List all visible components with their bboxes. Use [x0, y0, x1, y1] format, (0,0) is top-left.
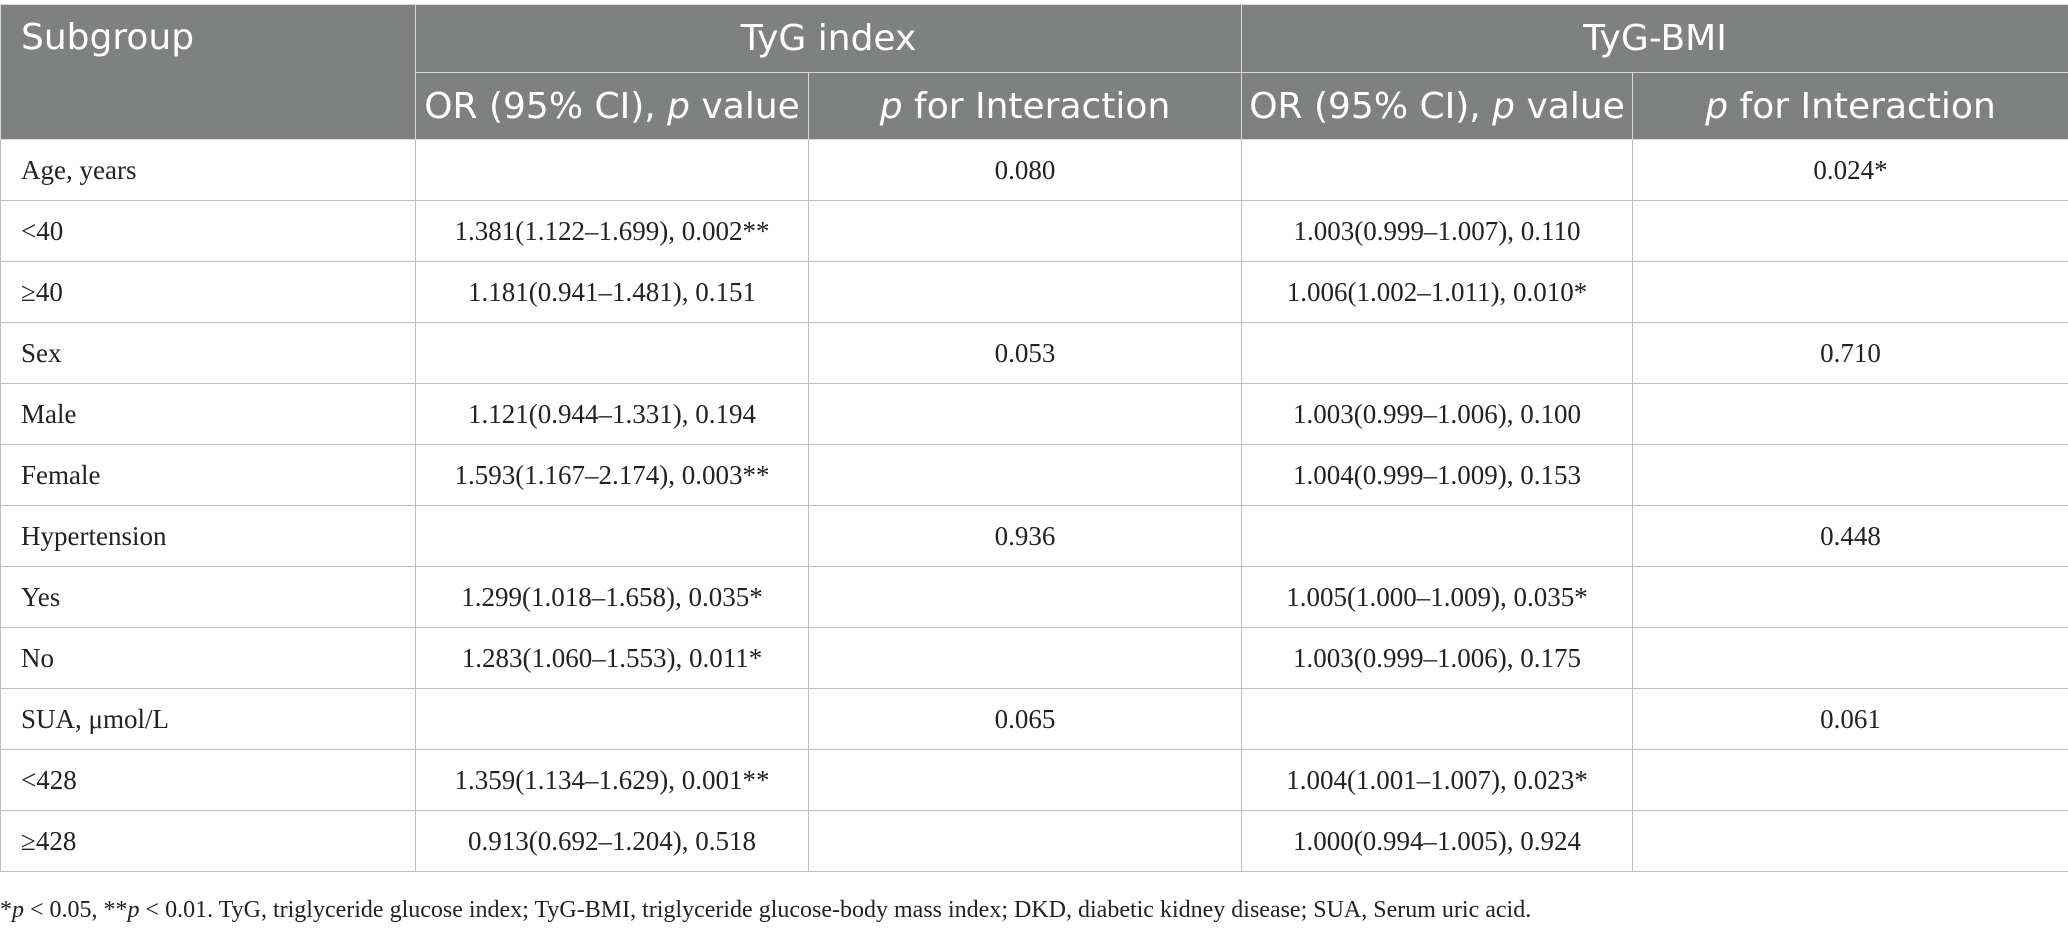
tyg-interaction-cell [808, 627, 1242, 689]
tyg-or-cell: 0.913(0.692–1.204), 0.518 [415, 810, 809, 872]
subgroup-cell: Yes [0, 566, 416, 628]
table-row: No 1.283(1.060–1.553), 0.011* 1.003(0.999–… [0, 627, 2068, 689]
tyg-or-cell: 1.593(1.167–2.174), 0.003** [415, 444, 809, 506]
tyg-interaction-cell [808, 444, 1242, 506]
tyg-interaction-cell [808, 200, 1242, 262]
subgroup-cell: <428 [0, 749, 416, 811]
tyg-interaction-cell [808, 261, 1242, 323]
tyg-interaction-cell: 0.065 [808, 688, 1242, 750]
table-row: Sex 0.053 0.710 [0, 322, 2068, 384]
table-row: Female 1.593(1.167–2.174), 0.003** 1.004(0… [0, 444, 2068, 506]
bmi-interaction-header: p for Interaction [1631, 72, 2068, 140]
bmi-interaction-cell [1631, 200, 2068, 262]
bmi-or-cell: 1.000(0.994–1.005), 0.924 [1241, 810, 1633, 872]
subgroup-cell: Hypertension [0, 505, 416, 567]
subgroup-cell: Male [0, 383, 416, 445]
tyg-interaction-cell: 0.936 [808, 505, 1242, 567]
bmi-or-cell [1241, 139, 1633, 201]
bmi-interaction-cell [1631, 444, 2068, 506]
tyg-bmi-header: TyG-BMI [1240, 4, 2068, 73]
bmi-interaction-cell [1631, 810, 2068, 872]
bmi-or-cell: 1.005(1.000–1.009), 0.035* [1241, 566, 1633, 628]
bmi-or-cell: 1.003(0.999–1.006), 0.175 [1241, 627, 1633, 689]
tyg-or-cell: 1.121(0.944–1.331), 0.194 [415, 383, 809, 445]
results-table-container: Subgroup TyG index TyG-BMI OR (95% CI), … [0, 4, 2068, 872]
tyg-interaction-cell: 0.080 [808, 139, 1242, 201]
tyg-interaction-header: p for Interaction [808, 72, 1242, 140]
table-row: <428 1.359(1.134–1.629), 0.001** 1.004(1.0… [0, 749, 2068, 811]
table-row: Yes 1.299(1.018–1.658), 0.035* 1.005(1.000… [0, 566, 2068, 628]
table-body: Age, years 0.080 0.024* <40 1.381(1.122–1.69… [0, 139, 2068, 872]
subgroup-cell: Sex [0, 322, 416, 384]
table-row: ≥428 0.913(0.692–1.204), 0.518 1.000(0.994… [0, 810, 2068, 872]
subgroup-cell: Age, years [0, 139, 416, 201]
table-row: Age, years 0.080 0.024* [0, 139, 2068, 201]
table-row: Male 1.121(0.944–1.331), 0.194 1.003(0.999… [0, 383, 2068, 445]
table-footnote: *p < 0.05, **p < 0.01. TyG, triglyceride… [0, 897, 1532, 923]
bmi-interaction-cell: 0.448 [1631, 505, 2068, 567]
bmi-or-cell: 1.004(1.001–1.007), 0.023* [1241, 749, 1633, 811]
tyg-or-cell [415, 322, 809, 384]
tyg-or-cell: 1.181(0.941–1.481), 0.151 [415, 261, 809, 323]
bmi-or-cell: 1.003(0.999–1.007), 0.110 [1241, 200, 1633, 262]
tyg-interaction-cell [808, 383, 1242, 445]
bmi-interaction-cell: 0.024* [1631, 139, 2068, 201]
subgroup-analysis-table: Subgroup TyG index TyG-BMI OR (95% CI), … [0, 4, 2068, 872]
bmi-or-header: OR (95% CI), p value [1241, 72, 1633, 140]
subgroup-cell: <40 [0, 200, 416, 262]
subgroup-cell: ≥428 [0, 810, 416, 872]
tyg-interaction-cell: 0.053 [808, 322, 1242, 384]
bmi-or-cell: 1.004(0.999–1.009), 0.153 [1241, 444, 1633, 506]
tyg-or-header: OR (95% CI), p value [415, 72, 809, 140]
subgroup-cell: No [0, 627, 416, 689]
bmi-interaction-cell: 0.710 [1631, 322, 2068, 384]
table-row: Hypertension 0.936 0.448 [0, 505, 2068, 567]
table-row: <40 1.381(1.122–1.699), 0.002** 1.003(0.99… [0, 200, 2068, 262]
tyg-or-cell: 1.283(1.060–1.553), 0.011* [415, 627, 809, 689]
subgroup-cell: SUA, μmol/L [0, 688, 416, 750]
bmi-interaction-cell [1631, 627, 2068, 689]
tyg-or-cell: 1.359(1.134–1.629), 0.001** [415, 749, 809, 811]
subgroup-cell: ≥40 [0, 261, 416, 323]
bmi-interaction-cell [1631, 383, 2068, 445]
bmi-or-cell [1241, 322, 1633, 384]
bmi-interaction-cell: 0.061 [1631, 688, 2068, 750]
bmi-or-cell [1241, 688, 1633, 750]
tyg-or-cell [415, 688, 809, 750]
tyg-or-cell: 1.299(1.018–1.658), 0.035* [415, 566, 809, 628]
table-row: SUA, μmol/L 0.065 0.061 [0, 688, 2068, 750]
bmi-interaction-cell [1631, 261, 2068, 323]
table-row: ≥40 1.181(0.941–1.481), 0.151 1.006(1.002–… [0, 261, 2068, 323]
tyg-interaction-cell [808, 810, 1242, 872]
bmi-interaction-cell [1631, 749, 2068, 811]
bmi-or-cell: 1.006(1.002–1.011), 0.010* [1241, 261, 1633, 323]
tyg-interaction-cell [808, 749, 1242, 811]
tyg-interaction-cell [808, 566, 1242, 628]
subgroup-cell: Female [0, 444, 416, 506]
bmi-interaction-cell [1631, 566, 2068, 628]
header-row-1: Subgroup TyG index TyG-BMI [0, 4, 2068, 140]
bmi-or-cell: 1.003(0.999–1.006), 0.100 [1241, 383, 1633, 445]
header-row-2: OR (95% CI), p value p for Interaction O… [1, 72, 2068, 140]
bmi-or-cell [1241, 505, 1633, 567]
tyg-or-cell [415, 505, 809, 567]
tyg-index-header: TyG index [415, 4, 1242, 73]
tyg-or-cell: 1.381(1.122–1.699), 0.002** [415, 200, 809, 262]
subgroup-header: Subgroup [0, 4, 416, 140]
tyg-or-cell [415, 139, 809, 201]
